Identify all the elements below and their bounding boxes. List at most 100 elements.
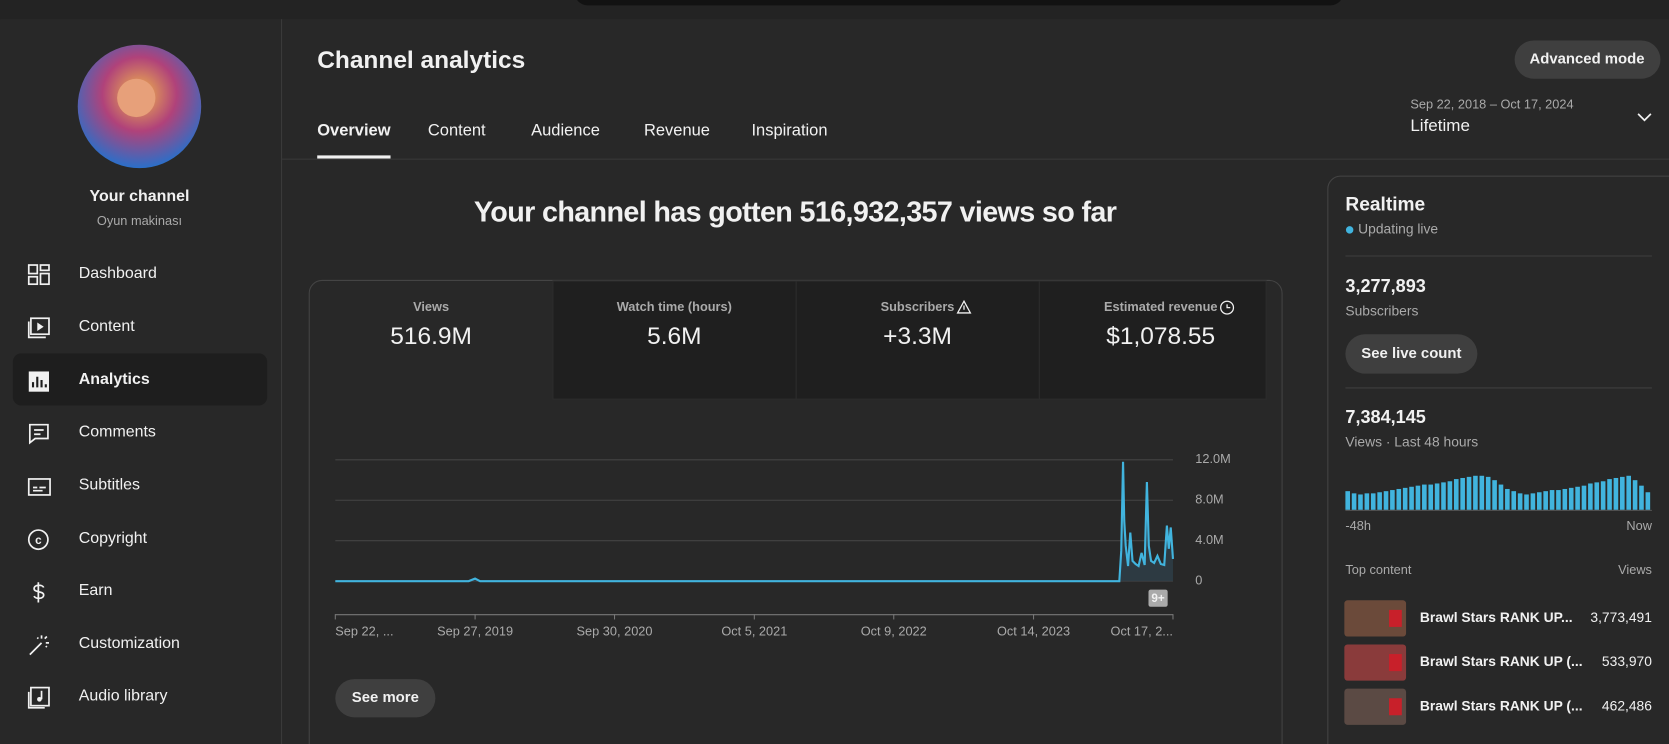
y-tick-label: 8.0M <box>1195 492 1223 507</box>
avatar-figure <box>117 78 156 118</box>
realtime-bar <box>1402 487 1408 510</box>
icon-copyright: c <box>27 529 49 551</box>
nav-item[interactable]: Comments <box>79 423 156 440</box>
nav-item[interactable]: Dashboard <box>79 265 157 282</box>
realtime-bar <box>1517 493 1523 510</box>
realtime-bar <box>1479 475 1485 510</box>
view-count: 7,384,145 <box>1345 407 1425 427</box>
realtime-bar <box>1511 491 1517 510</box>
realtime-bar <box>1485 476 1491 510</box>
tab[interactable]: Audience <box>531 121 600 139</box>
realtime-bar <box>1645 492 1651 510</box>
realtime-bar <box>1613 477 1619 510</box>
thumbnail-accent <box>1389 609 1402 627</box>
nav-item[interactable]: Earn <box>79 582 113 599</box>
thumbnail[interactable] <box>1344 600 1407 637</box>
nav-item[interactable]: Customization <box>79 635 180 652</box>
y-tick-label: 12.0M <box>1195 451 1230 466</box>
realtime-bar <box>1536 492 1542 510</box>
nav-item[interactable]: Subtitles <box>79 477 140 494</box>
page-title: Channel analytics <box>317 47 525 74</box>
realtime-bar <box>1428 484 1434 510</box>
metric-label: Views <box>413 299 449 314</box>
realtime-bar <box>1453 479 1459 510</box>
realtime-bar <box>1473 475 1478 510</box>
x-tick-label: Oct 5, 2021 <box>721 624 787 639</box>
realtime-bar <box>1345 491 1350 510</box>
video-title[interactable]: Brawl Stars RANK UP (... <box>1420 653 1583 669</box>
realtime-bar <box>1543 491 1548 510</box>
realtime-bar <box>1396 488 1402 510</box>
tab[interactable]: Content <box>428 121 486 139</box>
tab[interactable]: Inspiration <box>751 121 827 139</box>
realtime-bar <box>1632 480 1638 510</box>
warning-icon <box>956 299 972 314</box>
icon-analytics <box>28 371 49 392</box>
metric-cell <box>552 280 797 400</box>
realtime-bar <box>1370 493 1376 510</box>
icon-comments <box>28 423 49 445</box>
metric-label: Subscribers <box>881 299 955 314</box>
realtime-bar <box>1568 487 1574 510</box>
nav-item[interactable]: Copyright <box>79 530 148 547</box>
metric-value: $1,078.55 <box>1106 323 1215 350</box>
realtime-bar <box>1556 490 1561 510</box>
realtime-bar <box>1492 480 1497 510</box>
see-more-button[interactable] <box>335 679 436 718</box>
live-count-button[interactable] <box>1345 334 1478 374</box>
video-views: 462,486 <box>1602 697 1652 713</box>
subscriber-count: 3,277,893 <box>1345 276 1425 296</box>
line <box>335 461 1175 583</box>
realtime-bar <box>1377 492 1382 510</box>
nav-icons: c <box>27 264 51 709</box>
realtime-bar <box>1600 481 1606 510</box>
metric-value: 516.9M <box>390 323 472 350</box>
realtime-bar <box>1607 479 1612 510</box>
nav-item[interactable]: Audio library <box>79 687 168 704</box>
x-tick-label: Oct 9, 2022 <box>861 624 927 639</box>
icon-subtitles <box>27 478 51 496</box>
video-title[interactable]: Brawl Stars RANK UP... <box>1420 609 1573 625</box>
thumbnail[interactable] <box>1344 688 1407 725</box>
realtime-bar <box>1562 488 1568 510</box>
views-column: Views <box>1618 562 1652 577</box>
subscriber-label: Subscribers <box>1345 303 1418 319</box>
badge[interactable]: 9+ <box>1151 592 1165 605</box>
icon-dashboard <box>27 264 50 286</box>
video-title[interactable]: Brawl Stars RANK UP (... <box>1420 697 1583 713</box>
realtime-bar <box>1524 494 1529 510</box>
tab[interactable]: Revenue <box>644 121 710 139</box>
metrics: Views 516.9M Watch time (hours) 5.6M Subscri… <box>390 280 1267 400</box>
thumbnail[interactable] <box>1344 644 1407 681</box>
period[interactable]: Lifetime <box>1410 116 1470 135</box>
video-views: 3,773,491 <box>1590 609 1652 625</box>
realtime-bar <box>1588 483 1593 510</box>
x-tick-label: Oct 14, 2023 <box>997 624 1070 639</box>
icon-earn <box>33 582 45 603</box>
video-views: 533,970 <box>1602 653 1652 669</box>
date-range: Sep 22, 2018 – Oct 17, 2024 <box>1410 97 1573 112</box>
live-status: Updating live <box>1358 221 1438 237</box>
period-chevron[interactable] <box>1637 113 1652 122</box>
realtime-bar <box>1415 485 1421 510</box>
x-tick-label: Sep 22, ... <box>335 624 393 639</box>
realtime-bar <box>1639 485 1644 510</box>
tab[interactable]: Overview <box>317 121 390 139</box>
badge-bg <box>1148 589 1168 607</box>
nav-item[interactable]: Analytics <box>79 371 150 388</box>
realtime-card <box>1327 175 1669 744</box>
realtime-bar <box>1351 493 1357 510</box>
realtime-bar <box>1422 484 1427 510</box>
search-bar[interactable] <box>575 0 1343 6</box>
metric-cell <box>795 280 1040 400</box>
tab-underline <box>317 155 391 159</box>
nav-item[interactable]: Content <box>79 318 135 335</box>
button-label: See more <box>352 690 419 706</box>
tabs: Overview Content Audience Revenue Inspiratio… <box>317 121 828 159</box>
button-label: Advanced mode <box>1529 52 1644 68</box>
advanced-mode-button[interactable] <box>1514 40 1661 79</box>
realtime-bar <box>1441 482 1446 510</box>
bars-end: Now <box>1626 518 1652 533</box>
